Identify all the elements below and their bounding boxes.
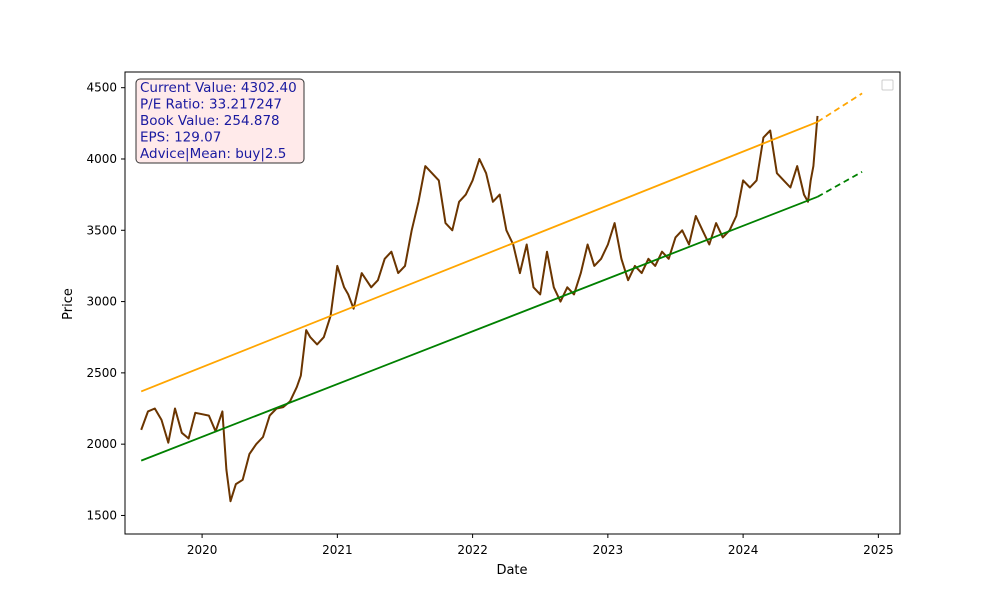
x-tick-label: 2022 [457,543,488,557]
series-lower-trend-forecast [817,171,863,198]
info-book-value: Book Value: 254.878 [140,113,280,129]
x-tick-label: 2025 [863,543,894,557]
y-tick-label: 4500 [86,81,117,95]
info-advice-mean: Advice|Mean: buy|2.5 [140,146,286,162]
plot-frame [124,71,901,535]
legend-box [881,79,894,91]
y-tick-label: 2000 [86,437,117,451]
info-pe-ratio: P/E Ratio: 33.217247 [140,97,282,113]
series-upper-trend-forecast [817,92,863,123]
series-price [140,115,819,503]
x-axis-label: Date [496,563,527,578]
series-upper-trend [140,121,818,393]
info-box-background [135,78,305,164]
x-axis: 2020 2021 2022 2023 2024 2025 [187,534,894,557]
y-axis: 1500 2000 2500 3000 3500 4000 4500 [86,81,125,522]
x-tick-label: 2024 [728,543,759,557]
y-tick-label: 3500 [86,223,117,237]
y-tick-label: 4000 [86,152,117,166]
x-tick-label: 2021 [322,543,353,557]
series-lower-trend [140,195,818,462]
series-layer [140,92,863,503]
y-tick-label: 1500 [86,508,117,522]
y-axis-label: Price [61,288,76,320]
y-tick-label: 2500 [86,366,117,380]
info-eps: EPS: 129.07 [140,130,221,146]
info-current-value: Current Value: 4302.40 [140,80,297,96]
x-tick-label: 2020 [187,543,218,557]
x-tick-label: 2023 [593,543,624,557]
y-tick-label: 3000 [86,295,117,309]
info-box: Current Value: 4302.40 P/E Ratio: 33.217… [135,78,305,164]
